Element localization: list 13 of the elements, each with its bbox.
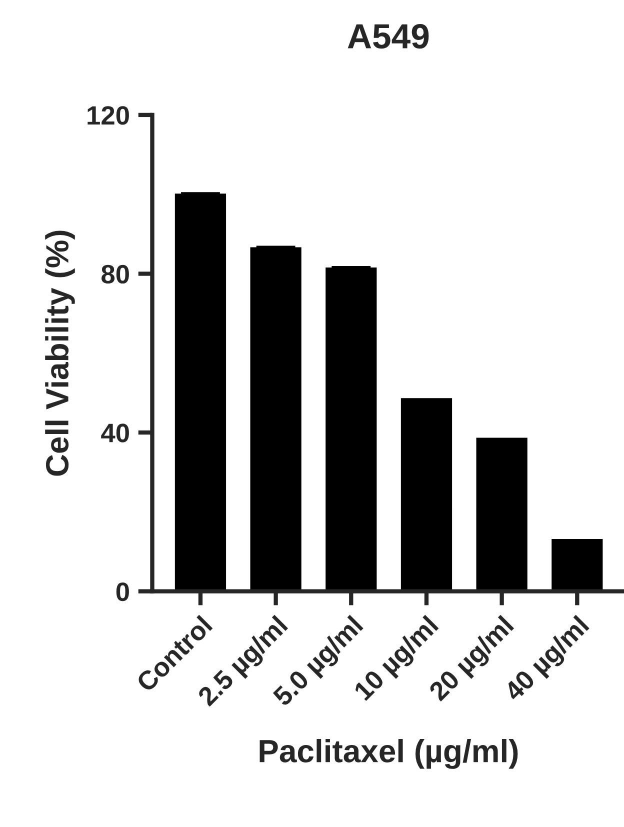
bar — [552, 539, 603, 592]
bar — [400, 398, 452, 592]
bar — [250, 247, 302, 592]
bar — [476, 438, 528, 592]
bar — [326, 267, 377, 592]
y-axis-title: Cell Viability (%) — [45, 230, 75, 476]
y-tick-label: 80 — [102, 264, 129, 284]
y-tick-label: 40 — [101, 424, 129, 442]
y-tick-label: 120 — [88, 106, 129, 125]
x-axis-title: Paclitaxel (µg/ml) — [260, 739, 518, 769]
chart-title: A549 — [348, 24, 429, 49]
y-tick-label: 0 — [116, 582, 129, 602]
bar — [174, 194, 226, 592]
